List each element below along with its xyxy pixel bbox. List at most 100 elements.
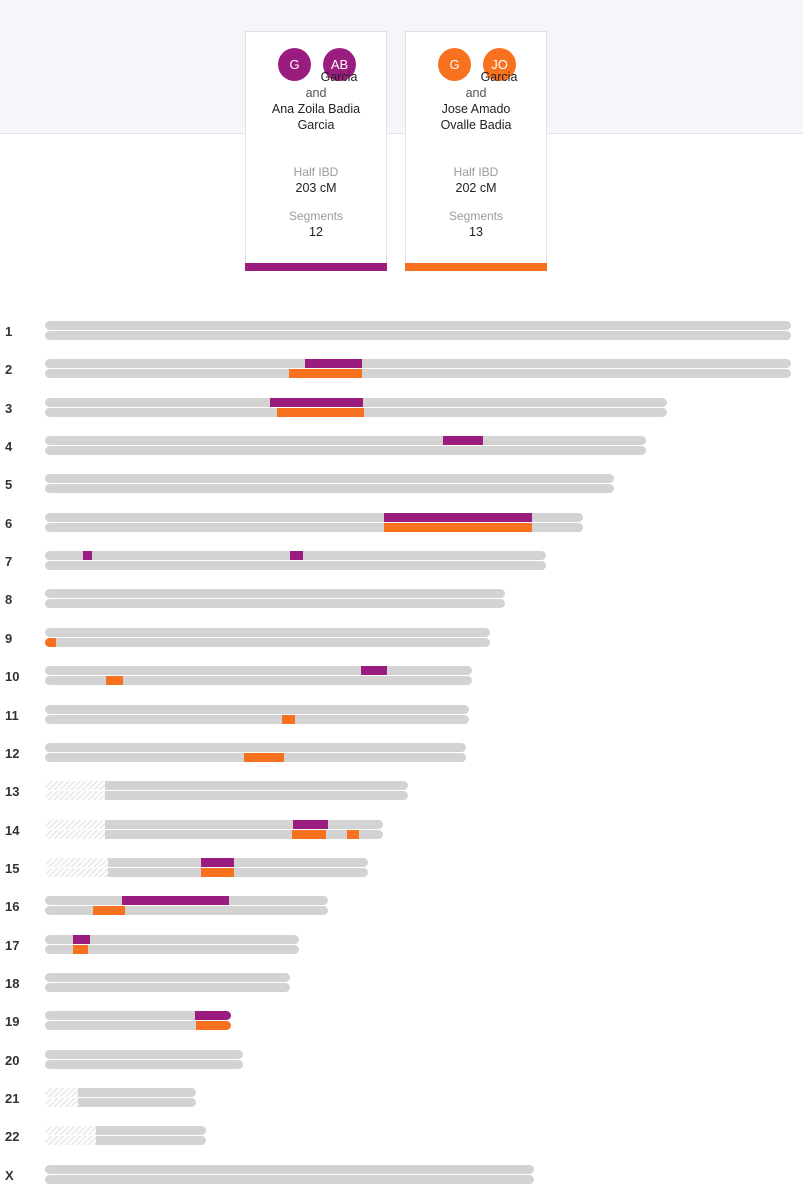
name-line-1: Garcia — [480, 70, 518, 84]
chromosome-label-16: 16 — [5, 899, 20, 914]
segments-label: Segments — [288, 209, 344, 223]
chromosome-19-strand-bottom — [45, 1021, 231, 1030]
relationship-card-2[interactable]: G JO Garcia and Jose Amado Ovalle Badia … — [405, 31, 547, 271]
ibd-segment[interactable] — [347, 830, 359, 839]
no-data-region — [45, 1098, 78, 1107]
chromosome-label-19: 19 — [5, 1014, 20, 1029]
ibd-segment[interactable] — [195, 1011, 231, 1020]
chromosome-label-20: 20 — [5, 1053, 20, 1068]
chromosome-18-strand-top — [45, 973, 290, 982]
ibd-segment[interactable] — [201, 858, 234, 867]
ibd-segment[interactable] — [384, 523, 532, 532]
ibd-segment[interactable] — [83, 551, 92, 560]
chromosome-9-strand-top — [45, 628, 490, 637]
name-line-2: Jose Amado — [441, 102, 511, 116]
no-data-region — [45, 830, 105, 839]
chromosome-label-6: 6 — [5, 516, 13, 531]
name-line-1: Garcia — [320, 70, 358, 84]
chromosome-label-2: 2 — [5, 362, 13, 377]
avatar: AB — [323, 48, 356, 81]
header-band — [0, 0, 803, 134]
name-line-3: Ovalle Badia — [440, 118, 512, 132]
no-data-region — [45, 820, 105, 829]
ibd-segment[interactable] — [122, 896, 229, 905]
chromosome-13-strand-bottom — [45, 791, 408, 800]
name-line-3: Garcia — [297, 118, 335, 132]
chromosome-14-strand-bottom — [45, 830, 383, 839]
no-data-region — [45, 868, 108, 877]
half-ibd-value: 203 cM — [295, 181, 337, 195]
chromosome-19-strand-top — [45, 1011, 231, 1020]
chromosome-1-strand-top — [45, 321, 791, 330]
card-color-bar — [245, 263, 387, 271]
chromosome-label-11: 11 — [5, 708, 19, 723]
chromosome-21-strand-top — [45, 1088, 196, 1097]
chromosome-label-18: 18 — [5, 976, 20, 991]
chromosome-5-strand-bottom — [45, 484, 614, 493]
chromosome-6-strand-top — [45, 513, 583, 522]
chromosome-7-strand-top — [45, 551, 546, 560]
ibd-segment[interactable] — [270, 398, 363, 407]
chromosome-label-7: 7 — [5, 554, 13, 569]
chromosome-17-strand-bottom — [45, 945, 299, 954]
chromosome-X-strand-bottom — [45, 1175, 534, 1184]
ibd-segment[interactable] — [93, 906, 125, 915]
chromosome-3-strand-bottom — [45, 408, 667, 417]
chromosome-11-strand-top — [45, 705, 469, 714]
ibd-segment[interactable] — [201, 868, 234, 877]
chromosome-label-4: 4 — [5, 439, 13, 454]
ibd-segment[interactable] — [289, 369, 362, 378]
chromosome-label-8: 8 — [5, 592, 13, 607]
relationship-card-1[interactable]: G AB Garcia and Ana Zoila Badia Garcia H… — [245, 31, 387, 271]
chromosome-label-5: 5 — [5, 477, 13, 492]
half-ibd-value: 202 cM — [455, 181, 497, 195]
chromosome-8-strand-top — [45, 589, 505, 598]
no-data-region — [45, 1136, 96, 1145]
segments-value: 13 — [469, 225, 483, 239]
pair-names: Garcia and Jose Amado Ovalle Badia — [406, 69, 546, 133]
ibd-segment[interactable] — [384, 513, 532, 522]
chromosome-label-9: 9 — [5, 631, 13, 646]
chromosome-16-strand-bottom — [45, 906, 328, 915]
chromosome-label-22: 22 — [5, 1129, 20, 1144]
chromosome-label-13: 13 — [5, 784, 20, 799]
chromosome-label-10: 10 — [5, 669, 20, 684]
chromosome-22-strand-bottom — [45, 1136, 206, 1145]
ibd-segment[interactable] — [45, 638, 56, 647]
ibd-segment[interactable] — [282, 715, 295, 724]
no-data-region — [45, 858, 108, 867]
ibd-segment[interactable] — [106, 676, 123, 685]
ibd-segment[interactable] — [290, 551, 303, 560]
ibd-segment[interactable] — [361, 666, 387, 675]
chromosome-9-strand-bottom — [45, 638, 490, 647]
chromosome-13-strand-top — [45, 781, 408, 790]
chromosome-11-strand-bottom — [45, 715, 469, 724]
ibd-segment[interactable] — [73, 935, 90, 944]
ibd-segment[interactable] — [73, 945, 88, 954]
ibd-segment[interactable] — [277, 408, 364, 417]
chromosome-2-strand-top — [45, 359, 791, 368]
chromosome-label-15: 15 — [5, 861, 20, 876]
chromosome-X-strand-top — [45, 1165, 534, 1174]
chromosome-8-strand-bottom — [45, 599, 505, 608]
avatar: JO — [483, 48, 516, 81]
chromosome-4-strand-bottom — [45, 446, 646, 455]
ibd-segment[interactable] — [443, 436, 483, 445]
chromosome-16-strand-top — [45, 896, 328, 905]
and-text: and — [305, 86, 327, 100]
chromosome-22-strand-top — [45, 1126, 206, 1135]
avatar: G — [438, 48, 471, 81]
ibd-segment[interactable] — [293, 820, 328, 829]
ibd-segment[interactable] — [196, 1021, 231, 1030]
ibd-segment[interactable] — [305, 359, 362, 368]
ibd-segment[interactable] — [244, 753, 284, 762]
chromosome-20-strand-top — [45, 1050, 243, 1059]
avatar: G — [278, 48, 311, 81]
chromosome-5-strand-top — [45, 474, 614, 483]
chromosome-label-X: X — [5, 1168, 14, 1183]
chromosome-1-strand-bottom — [45, 331, 791, 340]
no-data-region — [45, 1126, 96, 1135]
ibd-segment[interactable] — [292, 830, 326, 839]
segments-label: Segments — [448, 209, 504, 223]
